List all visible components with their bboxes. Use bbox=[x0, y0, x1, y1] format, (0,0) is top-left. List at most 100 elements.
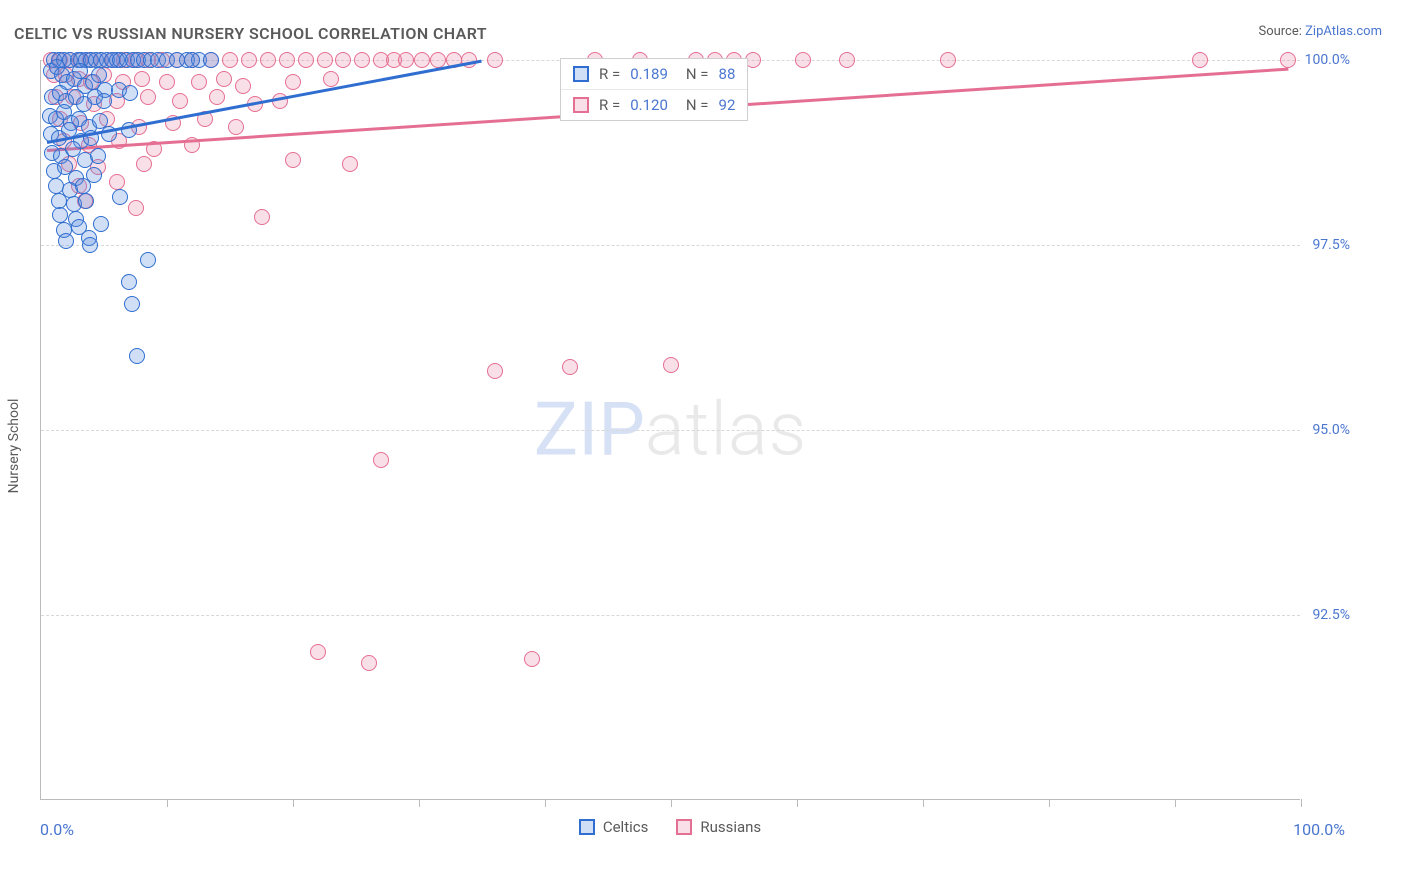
scatter-point[interactable] bbox=[90, 148, 106, 164]
scatter-point[interactable] bbox=[121, 274, 137, 290]
y-tick-label: 92.5% bbox=[1312, 607, 1350, 623]
scatter-point[interactable] bbox=[51, 193, 67, 209]
scatter-point[interactable] bbox=[524, 651, 540, 667]
scatter-point[interactable] bbox=[298, 52, 314, 68]
scatter-point[interactable] bbox=[285, 152, 301, 168]
scatter-point[interactable] bbox=[398, 52, 414, 68]
scatter-point[interactable] bbox=[191, 74, 207, 90]
scatter-point[interactable] bbox=[228, 119, 244, 135]
source-link[interactable]: ZipAtlas.com bbox=[1305, 24, 1382, 39]
stat-n-value-celtics: 88 bbox=[719, 65, 736, 83]
x-tick bbox=[293, 799, 294, 807]
scatter-point[interactable] bbox=[129, 348, 145, 364]
scatter-point[interactable] bbox=[317, 52, 333, 68]
x-axis-max-label: 100.0% bbox=[1293, 820, 1345, 839]
scatter-point[interactable] bbox=[128, 200, 144, 216]
scatter-point[interactable] bbox=[279, 52, 295, 68]
scatter-point[interactable] bbox=[134, 71, 150, 87]
x-tick bbox=[545, 799, 546, 807]
legend-label-celtics: Celtics bbox=[603, 818, 649, 836]
swatch-russians bbox=[676, 819, 692, 835]
scatter-point[interactable] bbox=[354, 52, 370, 68]
scatter-point[interactable] bbox=[342, 156, 358, 172]
stat-r-value-russians: 0.120 bbox=[630, 96, 668, 114]
legend-bottom: Celtics Russians bbox=[40, 818, 1300, 836]
scatter-point[interactable] bbox=[839, 52, 855, 68]
scatter-point[interactable] bbox=[140, 252, 156, 268]
scatter-point[interactable] bbox=[93, 216, 109, 232]
legend-item-celtics[interactable]: Celtics bbox=[579, 818, 649, 836]
scatter-point[interactable] bbox=[136, 156, 152, 172]
scatter-point[interactable] bbox=[124, 296, 140, 312]
x-tick bbox=[1049, 799, 1050, 807]
gridline bbox=[41, 245, 1300, 246]
scatter-point[interactable] bbox=[260, 52, 276, 68]
y-axis-label: Nursery School bbox=[6, 346, 22, 546]
scatter-point[interactable] bbox=[940, 52, 956, 68]
stat-n-value-russians: 92 bbox=[719, 96, 736, 114]
scatter-point[interactable] bbox=[1280, 52, 1296, 68]
x-tick bbox=[671, 799, 672, 807]
scatter-point[interactable] bbox=[663, 357, 679, 373]
scatter-point[interactable] bbox=[361, 655, 377, 671]
x-tick bbox=[1301, 799, 1302, 807]
scatter-point[interactable] bbox=[96, 93, 112, 109]
legend-stats-row-russians: R = 0.120 N = 92 bbox=[561, 89, 747, 120]
legend-label-russians: Russians bbox=[700, 818, 761, 836]
x-tick bbox=[419, 799, 420, 807]
scatter-point[interactable] bbox=[487, 52, 503, 68]
source-label: Source: bbox=[1258, 24, 1305, 39]
scatter-point[interactable] bbox=[235, 78, 251, 94]
swatch-celtics bbox=[579, 819, 595, 835]
scatter-point[interactable] bbox=[75, 178, 91, 194]
legend-item-russians[interactable]: Russians bbox=[676, 818, 761, 836]
scatter-point[interactable] bbox=[241, 52, 257, 68]
stat-r-label: R = bbox=[599, 96, 620, 114]
scatter-point[interactable] bbox=[323, 71, 339, 87]
source-attribution: Source: ZipAtlas.com bbox=[1258, 24, 1382, 39]
scatter-point[interactable] bbox=[184, 52, 200, 68]
scatter-plot-area: ZIPatlas 100.0%97.5%95.0%92.5% bbox=[40, 60, 1300, 800]
scatter-point[interactable] bbox=[52, 207, 68, 223]
scatter-point[interactable] bbox=[78, 193, 94, 209]
stat-r-label: R = bbox=[599, 65, 620, 83]
x-tick bbox=[167, 799, 168, 807]
scatter-point[interactable] bbox=[82, 237, 98, 253]
swatch-celtics-icon bbox=[573, 66, 589, 82]
scatter-point[interactable] bbox=[487, 363, 503, 379]
scatter-point[interactable] bbox=[310, 644, 326, 660]
stat-n-label: N = bbox=[686, 65, 709, 83]
scatter-point[interactable] bbox=[58, 233, 74, 249]
scatter-point[interactable] bbox=[373, 452, 389, 468]
scatter-point[interactable] bbox=[159, 74, 175, 90]
scatter-point[interactable] bbox=[335, 52, 351, 68]
scatter-point[interactable] bbox=[122, 85, 138, 101]
scatter-point[interactable] bbox=[562, 359, 578, 375]
gridline bbox=[41, 615, 1300, 616]
scatter-point[interactable] bbox=[112, 189, 128, 205]
y-tick-label: 95.0% bbox=[1312, 422, 1350, 438]
scatter-point[interactable] bbox=[414, 52, 430, 68]
scatter-point[interactable] bbox=[222, 52, 238, 68]
scatter-point[interactable] bbox=[109, 174, 125, 190]
scatter-point[interactable] bbox=[795, 52, 811, 68]
scatter-point[interactable] bbox=[91, 67, 107, 83]
legend-stats-row-celtics: R = 0.189 N = 88 bbox=[561, 59, 747, 89]
scatter-point[interactable] bbox=[209, 89, 225, 105]
stat-r-value-celtics: 0.189 bbox=[630, 65, 668, 83]
scatter-point[interactable] bbox=[216, 71, 232, 87]
y-tick-label: 100.0% bbox=[1305, 52, 1350, 68]
x-tick bbox=[797, 799, 798, 807]
x-tick bbox=[923, 799, 924, 807]
legend-stats-box: R = 0.189 N = 88 R = 0.120 N = 92 bbox=[560, 58, 748, 121]
y-tick-label: 97.5% bbox=[1312, 237, 1350, 253]
scatter-point[interactable] bbox=[140, 89, 156, 105]
scatter-point[interactable] bbox=[203, 52, 219, 68]
chart-title: CELTIC VS RUSSIAN NURSERY SCHOOL CORRELA… bbox=[14, 24, 487, 43]
scatter-point[interactable] bbox=[285, 74, 301, 90]
x-tick bbox=[1175, 799, 1176, 807]
gridline bbox=[41, 430, 1300, 431]
scatter-point[interactable] bbox=[254, 209, 270, 225]
scatter-point[interactable] bbox=[1192, 52, 1208, 68]
scatter-point[interactable] bbox=[172, 93, 188, 109]
